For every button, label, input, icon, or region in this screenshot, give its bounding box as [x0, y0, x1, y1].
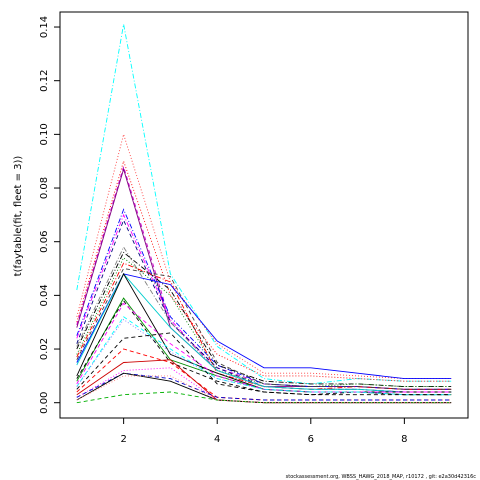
x-tick-label: 4 [214, 434, 220, 445]
series-line-8 [76, 219, 452, 393]
series-line-28 [76, 391, 452, 404]
x-tick-label: 2 [120, 434, 126, 445]
series-line-10 [76, 251, 452, 388]
series-line-20 [76, 316, 452, 396]
series-line-21 [76, 318, 452, 396]
y-tick-label: 0.00 [39, 392, 50, 414]
series-line-11 [76, 257, 452, 388]
y-tick-label: 0.06 [39, 231, 50, 253]
y-tick-label: 0.12 [39, 70, 50, 92]
series-line-3 [76, 159, 452, 382]
footnote: stockassessment.org, WBSS_HAWG_2018_MAP,… [286, 474, 477, 480]
series-line-14 [76, 273, 452, 380]
series-line-19 [76, 302, 452, 393]
y-tick-label: 0.08 [39, 177, 50, 199]
series-line-16 [76, 272, 452, 393]
series-line-13 [76, 268, 452, 390]
series-line-12 [76, 262, 452, 390]
series-line-1 [76, 24, 452, 385]
series-line-5 [76, 167, 452, 390]
y-tick-label: 0.02 [39, 338, 50, 360]
series-line-24 [76, 359, 452, 404]
y-tick-label: 0.14 [39, 16, 50, 38]
x-axis: 2 4 6 8 [120, 418, 408, 445]
y-axis-title: t(faytable(fit, fleet = 3)) [13, 156, 24, 277]
series-line-25 [76, 367, 452, 404]
y-tick-label: 0.10 [39, 123, 50, 145]
series-line-22 [76, 332, 452, 396]
y-tick-label: 0.04 [39, 284, 50, 306]
series-line-26 [76, 372, 452, 401]
plot-frame [59, 11, 469, 419]
series-line-29 [76, 375, 452, 404]
series-line-2 [76, 132, 452, 380]
series-layer [76, 24, 452, 404]
y-axis: 0.00 0.02 0.04 0.06 0.08 0.10 0.12 0.14 [39, 16, 60, 414]
x-tick-label: 6 [308, 434, 314, 445]
series-line-15 [76, 273, 452, 393]
x-tick-label: 8 [401, 434, 407, 445]
